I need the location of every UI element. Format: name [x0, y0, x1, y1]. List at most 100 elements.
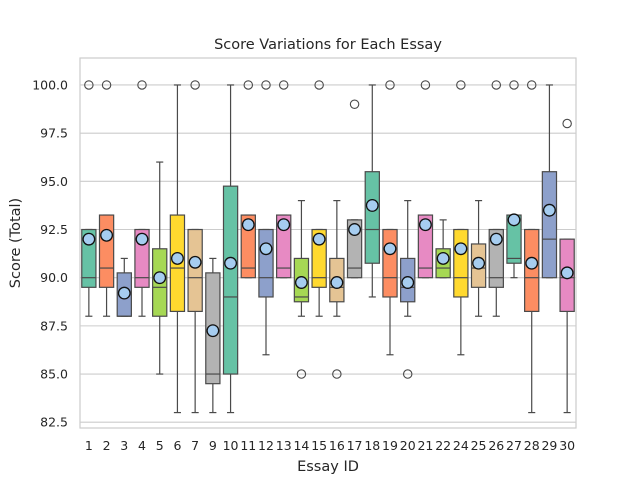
box-iqr	[541, 171, 558, 279]
outlier-point	[349, 99, 360, 110]
boxes	[81, 80, 575, 414]
box-3	[116, 257, 132, 317]
y-tick-label: 87.5	[40, 318, 68, 333]
outlier-point	[314, 80, 324, 90]
outlier-point	[278, 80, 289, 90]
x-tick-label: 16	[329, 438, 345, 453]
box-17	[346, 99, 363, 279]
x-axis-ticks: 1 2 3 4 5 6 7 9 10 11 12 13 14 15 16 17 18 19 20 21 22 24 25 26…	[85, 438, 575, 453]
outlier-point	[420, 80, 431, 90]
x-tick-label: 17	[347, 438, 363, 453]
y-axis-label: Score (Total)	[8, 198, 24, 288]
outlier-point	[456, 80, 466, 90]
box-7	[187, 80, 203, 414]
x-tick-label: 28	[524, 438, 540, 453]
mean-marker	[100, 228, 114, 242]
y-tick-label: 97.5	[40, 126, 68, 141]
mean-marker	[259, 242, 273, 256]
outlier-point	[261, 80, 271, 90]
mean-marker	[401, 276, 415, 289]
mean-marker	[507, 213, 521, 227]
box-14	[293, 200, 310, 379]
x-tick-label: 10	[223, 438, 239, 453]
x-tick-label: 22	[435, 438, 451, 453]
box-5	[152, 161, 168, 375]
mean-marker	[206, 324, 220, 338]
outlier-point	[101, 80, 112, 90]
mean-marker	[294, 276, 308, 289]
box-iqr	[364, 171, 380, 264]
x-tick-label: 13	[276, 438, 292, 453]
y-tick-label: 100.0	[32, 77, 68, 92]
box-11	[240, 80, 256, 279]
chart-title: Score Variations for Each Essay	[214, 37, 442, 53]
y-tick-label: 90.0	[40, 270, 68, 285]
mean-marker	[224, 256, 238, 270]
mean-marker	[188, 255, 202, 269]
plot-frame	[79, 57, 577, 429]
box-22	[435, 219, 451, 279]
x-tick-label: 14	[293, 438, 309, 453]
x-tick-label: 20	[400, 438, 416, 453]
mean-marker	[383, 242, 397, 256]
outlier-point	[190, 80, 200, 90]
x-tick-label: 21	[417, 438, 433, 453]
x-tick-label: 11	[240, 438, 256, 453]
box-iqr	[276, 214, 292, 279]
x-tick-label: 3	[120, 438, 128, 453]
mean-marker	[489, 232, 503, 246]
mean-marker	[153, 271, 167, 285]
box-26	[488, 80, 504, 317]
outlier-point	[509, 80, 519, 90]
outlier-point	[296, 369, 307, 379]
x-tick-label: 19	[382, 438, 398, 453]
x-tick-label: 1	[85, 438, 93, 453]
box-6	[169, 84, 186, 414]
x-tick-label: 7	[191, 438, 199, 453]
y-tick-label: 82.5	[40, 415, 68, 430]
mean-marker	[542, 203, 556, 217]
x-tick-label: 9	[209, 438, 217, 453]
mean-marker	[312, 232, 326, 246]
mean-marker	[348, 223, 362, 236]
box-29	[541, 84, 558, 279]
box-10	[222, 84, 239, 414]
outlier-point	[137, 80, 147, 90]
mean-marker	[277, 218, 291, 232]
box-16	[329, 200, 345, 379]
outlier-point	[84, 80, 94, 90]
box-iqr	[453, 228, 469, 298]
y-axis-ticks: 82.5 85.0 87.5 90.0 92.5 95.0 97.5 100.0	[32, 77, 68, 429]
mean-marker	[472, 256, 486, 270]
mean-marker	[418, 218, 432, 232]
x-tick-label: 5	[156, 438, 164, 453]
box-1	[81, 80, 97, 317]
mean-marker	[454, 242, 468, 256]
box-4	[134, 80, 150, 317]
outlier-point	[332, 369, 342, 379]
box-iqr	[258, 228, 274, 298]
x-tick-label: 18	[364, 438, 380, 453]
box-25	[470, 200, 487, 317]
box-iqr	[417, 214, 434, 279]
y-tick-label: 92.5	[40, 222, 68, 237]
x-tick-label: 27	[506, 438, 522, 453]
box-iqr	[222, 185, 239, 375]
box-9	[205, 257, 221, 414]
x-tick-label: 2	[103, 438, 111, 453]
x-axis-label: Essay ID	[297, 459, 359, 475]
x-tick-label: 4	[138, 438, 146, 453]
box-12	[258, 80, 274, 356]
x-tick-label: 15	[311, 438, 327, 453]
mean-marker	[82, 232, 96, 246]
x-tick-label: 29	[541, 438, 557, 453]
mean-marker	[365, 198, 379, 212]
box-27	[506, 80, 522, 279]
box-20	[400, 200, 416, 379]
x-tick-label: 30	[559, 438, 575, 453]
box-28	[524, 80, 540, 414]
outlier-point	[243, 80, 254, 90]
box-21	[417, 80, 434, 279]
